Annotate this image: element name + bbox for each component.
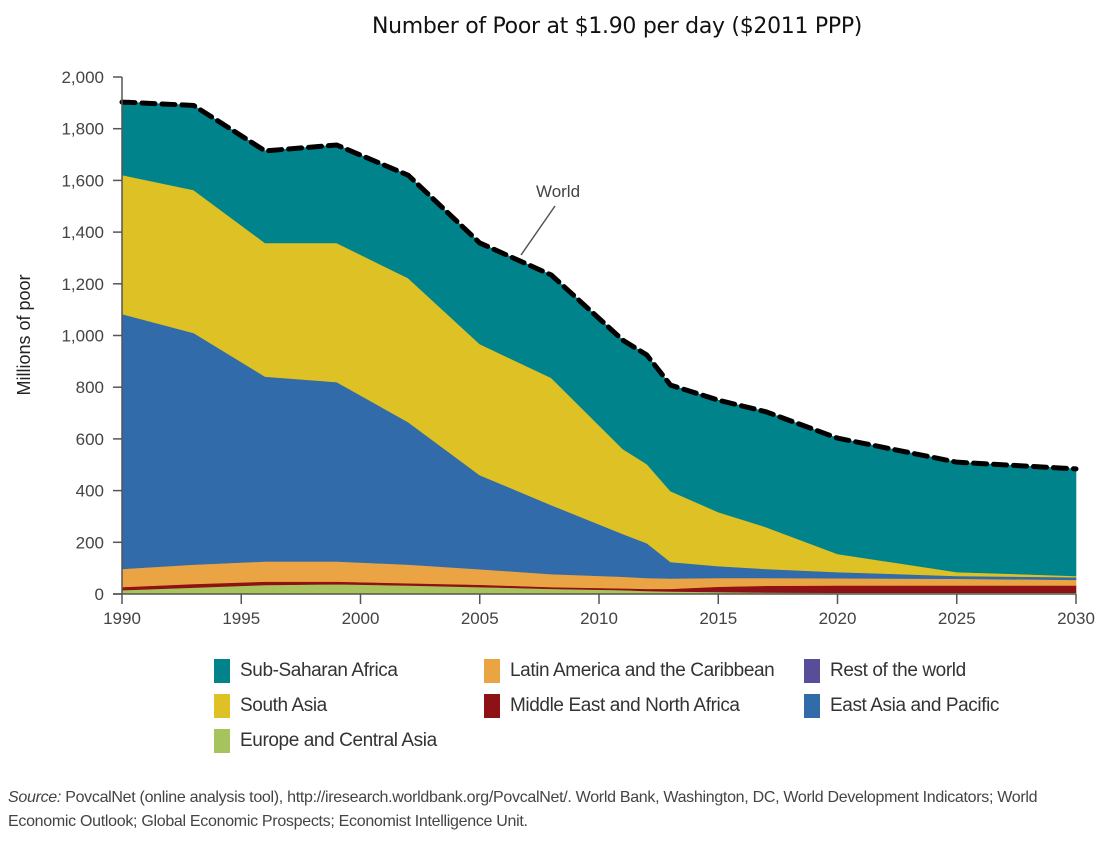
x-tick-label: 2025 (938, 609, 976, 628)
source-prefix: Source: (8, 789, 62, 806)
y-axis: 0 200 400 600 800 1,000 1,200 1,400 1,600 1,800 2,… (61, 68, 123, 604)
x-tick-label: 1995 (222, 609, 260, 628)
legend-item-east-asia-and-pacific: East Asia and Pacific (804, 692, 1034, 719)
y-tick-label: 800 (76, 378, 104, 397)
y-tick-label: 200 (76, 533, 104, 552)
legend-label: Europe and Central Asia (240, 729, 437, 751)
legend: Sub-Saharan Africa Latin America and the … (214, 657, 1034, 754)
source-text: PovcalNet (online analysis tool), http:/… (8, 789, 1038, 830)
legend-swatch (214, 658, 230, 683)
legend-swatch (484, 658, 500, 683)
legend-item-rest-of-the-world: Rest of the world (804, 657, 1034, 684)
legend-swatch (214, 693, 230, 718)
legend-label: East Asia and Pacific (830, 694, 1000, 716)
x-tick-label: 2000 (342, 609, 380, 628)
legend-item-sub-saharan-africa: Sub-Saharan Africa (214, 657, 484, 684)
y-tick-label: 1,200 (61, 275, 104, 294)
x-tick-label: 1990 (103, 609, 141, 628)
y-tick-label: 400 (76, 482, 104, 501)
legend-label: Latin America and the Caribbean (510, 659, 775, 681)
x-tick-label: 2010 (580, 609, 618, 628)
legend-swatch (484, 693, 500, 718)
x-tick-label: 2015 (699, 609, 737, 628)
source-note: Source: PovcalNet (online analysis tool)… (8, 786, 1108, 834)
world-total-dashed-line (119, 99, 1079, 472)
legend-item-south-asia: South Asia (214, 692, 484, 719)
x-axis: 1990 1995 2000 2005 2010 2015 2020 2025 2030 (103, 593, 1095, 628)
y-tick-label: 600 (76, 430, 104, 449)
legend-swatch (804, 693, 820, 718)
legend-label: Rest of the world (830, 659, 966, 681)
x-tick-label: 2005 (461, 609, 499, 628)
area-series-group (121, 101, 1077, 595)
y-tick-label: 1,000 (61, 327, 104, 346)
x-tick-label: 2030 (1057, 609, 1095, 628)
legend-item-latin-america-and-the-caribbean: Latin America and the Caribbean (484, 657, 804, 684)
chart-title: Number of Poor at $1.90 per day ($2011 P… (371, 14, 863, 39)
legend-label: Sub-Saharan Africa (240, 659, 398, 681)
world-annotation-label: World (536, 182, 580, 201)
y-tick-label: 1,600 (61, 171, 104, 190)
x-tick-label: 2020 (819, 609, 857, 628)
world-annotation-leader (520, 205, 556, 256)
legend-item-middle-east-and-north-africa: Middle East and North Africa (484, 692, 804, 719)
y-axis-label: Millions of poor (14, 274, 34, 395)
y-tick-label: 2,000 (61, 68, 104, 87)
stacked-area-chart: 0 200 400 600 800 1,000 1,200 1,400 1,600 1,800 2,… (14, 68, 1095, 628)
legend-swatch (214, 728, 230, 753)
legend-label: Middle East and North Africa (510, 694, 740, 716)
y-tick-label: 0 (95, 585, 104, 604)
y-tick-label: 1,400 (61, 223, 104, 242)
legend-swatch (804, 658, 820, 683)
y-tick-label: 1,800 (61, 120, 104, 139)
legend-label: South Asia (240, 694, 327, 716)
legend-item-europe-and-central-asia: Europe and Central Asia (214, 727, 484, 754)
